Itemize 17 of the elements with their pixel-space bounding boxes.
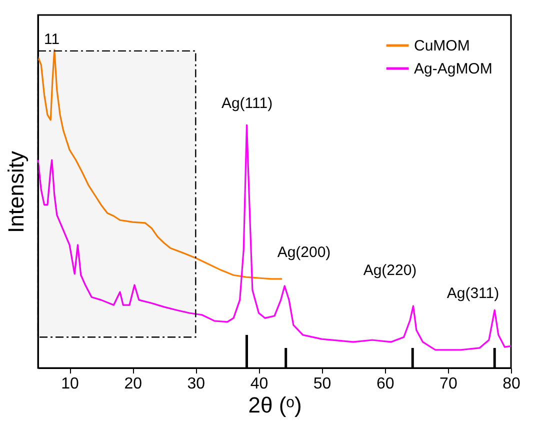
- annotation: Ag(200): [277, 244, 331, 261]
- x-tick-label: 80: [502, 376, 520, 392]
- x-tick-label: 70: [440, 376, 458, 392]
- legend-label: CuMOM: [414, 38, 470, 54]
- x-tick-label: 60: [376, 376, 394, 392]
- x-tick-label: 40: [250, 376, 268, 392]
- x-tick-label: 10: [61, 376, 80, 392]
- annotation: Ag(220): [363, 262, 417, 279]
- band-label: 11: [44, 30, 60, 48]
- legend-label: Ag-AgMOM: [414, 60, 492, 78]
- x-axis-title: 2θ (ᵒ): [248, 392, 302, 418]
- y-axis-title: Intensity: [4, 151, 28, 233]
- annotation: Ag(111): [221, 95, 273, 112]
- x-tick-label: 30: [187, 376, 206, 392]
- x-tick-label: 50: [313, 376, 332, 392]
- annotation: Ag(311): [446, 285, 500, 302]
- x-tick-label: 20: [124, 376, 142, 392]
